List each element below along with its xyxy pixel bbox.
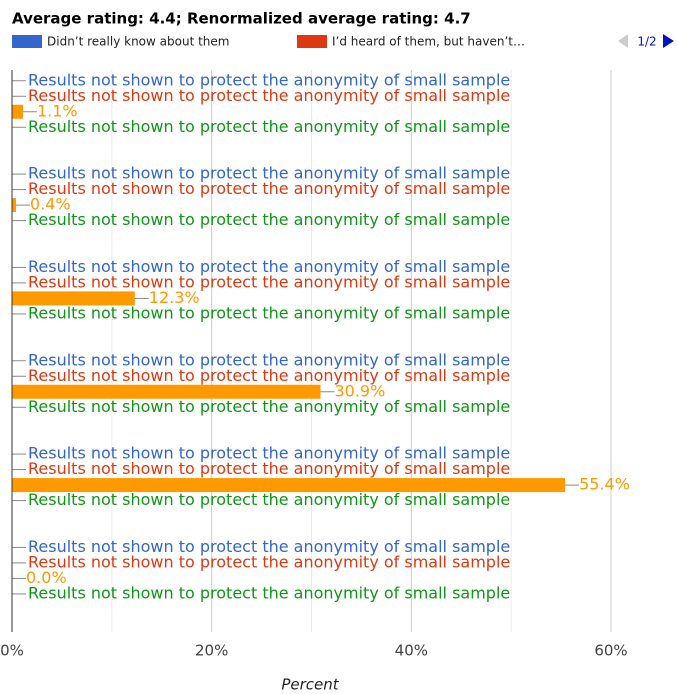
x-tick-label: 20% <box>195 642 228 660</box>
bar <box>12 104 23 119</box>
annotation: Results not shown to protect the anonymi… <box>28 366 510 385</box>
annotation: Results not shown to protect the anonymi… <box>28 164 510 183</box>
annotation: Results not shown to protect the anonymi… <box>28 86 510 105</box>
x-tick-label: 60% <box>594 642 627 660</box>
x-tick-label: 40% <box>395 642 428 660</box>
annotation: Results not shown to protect the anonymi… <box>28 179 510 198</box>
bar <box>12 198 16 213</box>
annotation: Results not shown to protect the anonymi… <box>28 444 510 463</box>
legend-prev[interactable] <box>618 34 628 48</box>
annotation: Results not shown to protect the anonymi… <box>28 303 510 322</box>
data-label: 30.9% <box>334 381 385 400</box>
bar <box>12 291 135 306</box>
legend-page: 1/2 <box>637 35 656 49</box>
annotation: Results not shown to protect the anonymi… <box>28 397 510 416</box>
x-tick-label: 0% <box>0 642 24 660</box>
annotation: Results not shown to protect the anonymi… <box>28 272 510 291</box>
data-label: 0.4% <box>30 195 71 214</box>
annotation: Results not shown to protect the anonymi… <box>28 583 510 602</box>
x-axis-label: Percent <box>281 676 339 694</box>
legend-next[interactable] <box>663 34 674 48</box>
annotation: Results not shown to protect the anonymi… <box>28 117 510 136</box>
data-label: 1.1% <box>37 101 78 120</box>
data-label: 55.4% <box>579 475 630 494</box>
annotation: Results not shown to protect the anonymi… <box>28 257 510 276</box>
data-label: 0.0% <box>26 568 67 587</box>
bar <box>12 384 321 399</box>
data-label: 12.3% <box>149 288 200 307</box>
annotation: Results not shown to protect the anonymi… <box>28 210 510 229</box>
annotation: Results not shown to protect the anonymi… <box>28 552 510 571</box>
legend-label: I’d heard of them, but haven’t… <box>332 35 525 49</box>
bar <box>12 478 566 493</box>
annotation: Results not shown to protect the anonymi… <box>28 459 510 478</box>
legend-label: Didn’t really know about them <box>47 35 229 49</box>
annotation: Results not shown to protect the anonymi… <box>28 537 510 556</box>
legend-swatch <box>12 35 42 48</box>
chart-title: Average rating: 4.4; Renormalized averag… <box>12 10 471 28</box>
legend-swatch <box>297 35 327 48</box>
annotation: Results not shown to protect the anonymi… <box>28 350 510 369</box>
annotation: Results not shown to protect the anonymi… <box>28 490 510 509</box>
annotation: Results not shown to protect the anonymi… <box>28 70 510 89</box>
